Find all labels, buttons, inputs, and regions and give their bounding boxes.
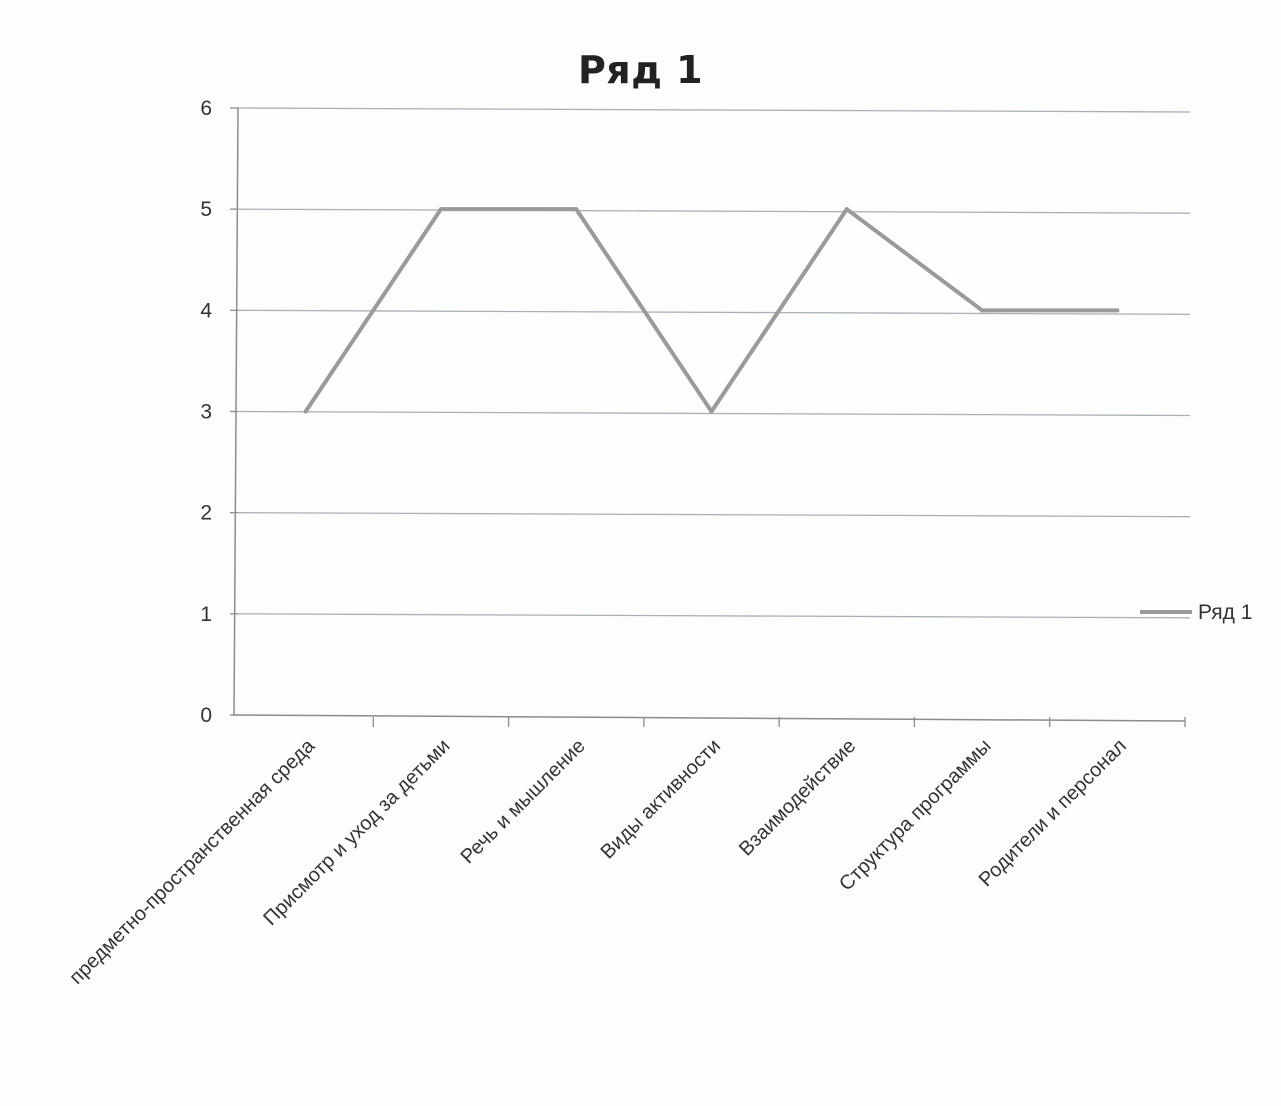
y-tick-label: 2 bbox=[200, 502, 212, 525]
y-axis bbox=[233, 107, 239, 716]
gridline bbox=[237, 613, 1191, 619]
gridline bbox=[237, 512, 1191, 518]
y-tick-label: 3 bbox=[200, 401, 212, 424]
gridline bbox=[237, 410, 1191, 417]
gridline bbox=[237, 208, 1191, 214]
x-tick-label: Взаимодействие bbox=[735, 735, 860, 860]
data-point bbox=[980, 308, 985, 313]
data-point bbox=[1115, 308, 1120, 313]
y-tick-label: 4 bbox=[200, 299, 212, 322]
x-tick-label: Речь и мышление bbox=[457, 735, 590, 868]
legend-label: Ряд 1 bbox=[1198, 601, 1252, 624]
data-point bbox=[844, 207, 849, 212]
x-tick-label: Виды активности bbox=[597, 735, 725, 863]
data-point bbox=[574, 207, 579, 212]
data-point bbox=[709, 409, 714, 414]
y-tick-label: 5 bbox=[200, 198, 212, 221]
x-tick-label: предметно-пространственная среда bbox=[65, 734, 319, 988]
chart-title: Ряд 1 bbox=[577, 48, 704, 92]
x-tick-label: Структура программы bbox=[835, 735, 995, 895]
data-point bbox=[303, 409, 308, 414]
x-tick-label: Родители и персонал bbox=[975, 735, 1131, 891]
gridline bbox=[237, 107, 1191, 113]
data-point bbox=[438, 207, 443, 212]
gridline bbox=[237, 309, 1191, 315]
x-axis bbox=[233, 714, 1186, 722]
series-line bbox=[303, 207, 1120, 414]
y-tick-label: 1 bbox=[200, 603, 212, 626]
y-tick-label: 0 bbox=[200, 704, 212, 727]
y-tick-label: 6 bbox=[200, 97, 212, 120]
